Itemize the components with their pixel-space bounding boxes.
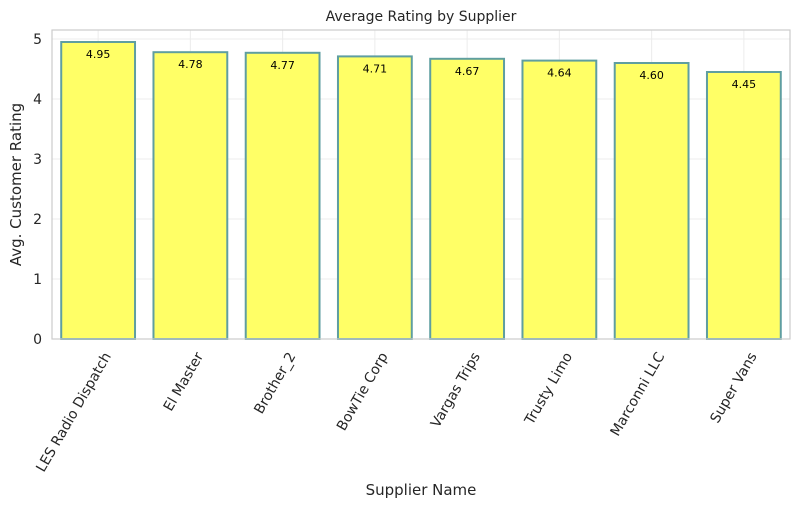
- bar-value-label: 4.95: [86, 48, 111, 61]
- bar: [336, 55, 413, 341]
- bar: [613, 62, 690, 340]
- bar-value-label: 4.77: [270, 59, 295, 72]
- x-axis-ticks: LES Radio Dispatch El Master Brother_2 BowT…: [33, 350, 760, 475]
- bar: [244, 51, 321, 341]
- x-tick-label: Super Vans: [707, 350, 760, 426]
- x-tick-label: LES Radio Dispatch: [33, 350, 114, 475]
- y-tick-label: 3: [33, 152, 42, 168]
- x-tick-label: Marconni LLC: [608, 350, 669, 439]
- y-tick-label: 5: [33, 32, 42, 48]
- chart-title: Average Rating by Supplier: [326, 9, 517, 25]
- y-tick-label: 1: [33, 272, 42, 288]
- y-tick-label: 4: [33, 92, 42, 108]
- x-tick-label: El Master: [161, 350, 207, 414]
- bar: [60, 41, 137, 340]
- x-tick-label: Trusty Limo: [522, 350, 577, 429]
- x-axis-label: Supplier Name: [366, 481, 477, 499]
- bar: [705, 71, 782, 340]
- y-axis-label: Avg. Customer Rating: [7, 103, 25, 266]
- x-tick-label: Vargas Trips: [428, 350, 484, 431]
- y-tick-label: 2: [33, 212, 42, 228]
- bar: [429, 57, 506, 341]
- x-tick-label: Brother_2: [251, 350, 299, 417]
- bar-value-label: 4.71: [363, 62, 388, 75]
- bar-value-label: 4.60: [639, 69, 664, 82]
- y-tick-label: 0: [33, 332, 42, 348]
- bar-value-label: 4.64: [547, 67, 572, 80]
- plot-frame: [51, 29, 791, 340]
- bar-value-label: 4.78: [178, 58, 203, 71]
- bars: [60, 41, 782, 341]
- data-labels: 4.95 4.78 4.77 4.71 4.67 4.64 4.60 4.45: [86, 48, 756, 91]
- bar-value-label: 4.67: [455, 65, 480, 78]
- bar-value-label: 4.45: [732, 78, 757, 91]
- y-axis-ticks: 0 1 2 3 4 5: [33, 32, 42, 348]
- bar: [521, 59, 598, 340]
- x-tick-label: BowTie Corp: [334, 350, 392, 434]
- bar: [152, 51, 229, 340]
